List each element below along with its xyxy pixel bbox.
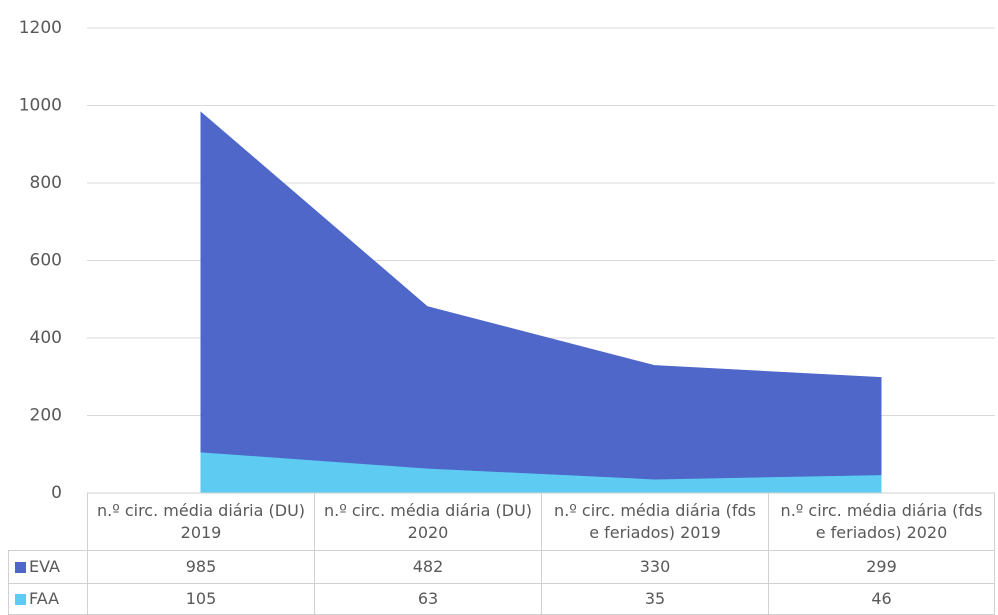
legend-label: FAA xyxy=(29,589,60,608)
legend-label: EVA xyxy=(29,557,60,576)
y-tick-label: 1200 xyxy=(19,18,62,38)
legend-entry: EVA xyxy=(8,550,87,583)
legend-entry: FAA xyxy=(8,583,87,615)
table-value: 63 xyxy=(314,583,541,615)
category-label: n.º circ. média diária (DU) 2020 xyxy=(314,493,541,550)
y-tick-label: 600 xyxy=(30,251,62,271)
table-value: 985 xyxy=(87,550,314,583)
table-value: 299 xyxy=(768,550,995,583)
area xyxy=(200,111,882,493)
legend-key xyxy=(15,593,26,605)
y-tick-label: 800 xyxy=(30,173,62,193)
table-value: 35 xyxy=(541,583,768,615)
category-label: n.º circ. média diária (fds e feriados) … xyxy=(768,493,995,550)
category-label: n.º circ. média diária (fds e feriados) … xyxy=(541,493,768,550)
legend-key xyxy=(15,561,26,573)
category-label: n.º circ. média diária (DU) 2019 xyxy=(87,493,314,550)
area xyxy=(200,452,882,493)
table-value: 46 xyxy=(768,583,995,615)
y-tick-label: 1000 xyxy=(19,96,62,116)
y-tick-label: 400 xyxy=(30,328,62,348)
y-tick-label: 0 xyxy=(51,483,62,503)
table-value: 105 xyxy=(87,583,314,615)
table-value: 330 xyxy=(541,550,768,583)
table-value: 482 xyxy=(314,550,541,583)
y-tick-label: 200 xyxy=(30,406,62,426)
